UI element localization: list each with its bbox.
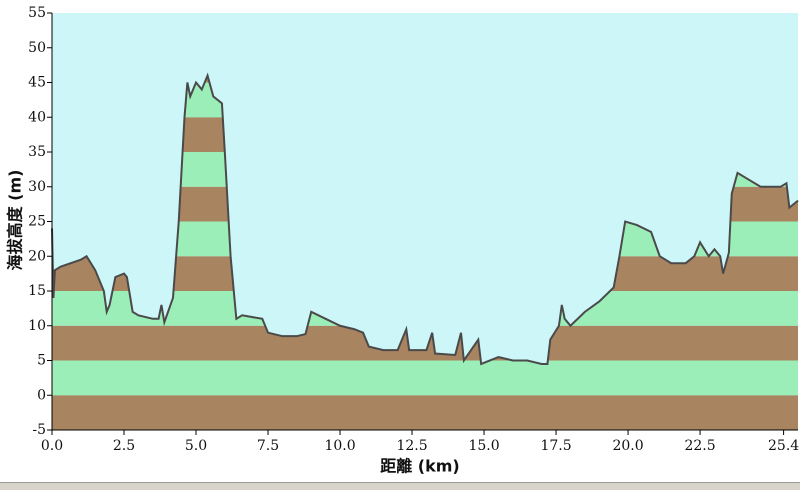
y-tick-label: 30 — [28, 179, 46, 195]
x-tick-label: 12.5 — [396, 438, 427, 454]
x-tick-label: 2.5 — [113, 438, 135, 454]
y-tick-label: 45 — [28, 75, 46, 91]
y-tick-label: 50 — [28, 40, 46, 56]
elevation-line — [51, 72, 799, 366]
elevation-band — [52, 395, 798, 430]
status-bar — [0, 482, 800, 490]
elevation-band — [52, 360, 798, 396]
y-tick-label: 0 — [37, 387, 46, 403]
x-tick-label: 15.0 — [468, 438, 499, 454]
y-tick-label: 5 — [37, 353, 46, 369]
x-tick-label: 25.4 — [768, 438, 799, 454]
y-tick-label: 15 — [28, 283, 46, 299]
y-tick-label: 20 — [28, 248, 46, 264]
y-tick-label: -5 — [32, 422, 46, 438]
y-tick-label: 40 — [28, 109, 46, 125]
y-tick-label: 55 — [28, 5, 46, 21]
x-tick-label: 5.0 — [185, 438, 207, 454]
y-axis-title: 海拔高度 (m) — [6, 170, 25, 271]
x-tick-label: 22.5 — [684, 438, 715, 454]
x-tick-label: 0.0 — [41, 438, 63, 454]
x-tick-label: 7.5 — [257, 438, 279, 454]
y-tick-label: 35 — [28, 144, 46, 160]
x-tick-label: 20.0 — [612, 438, 643, 454]
x-axis-title: 距離 (km) — [380, 457, 460, 476]
x-tick-label: 17.5 — [540, 438, 571, 454]
x-tick-label: 10.0 — [324, 438, 355, 454]
y-tick-label: 25 — [28, 214, 46, 230]
y-tick-label: 10 — [28, 318, 46, 334]
